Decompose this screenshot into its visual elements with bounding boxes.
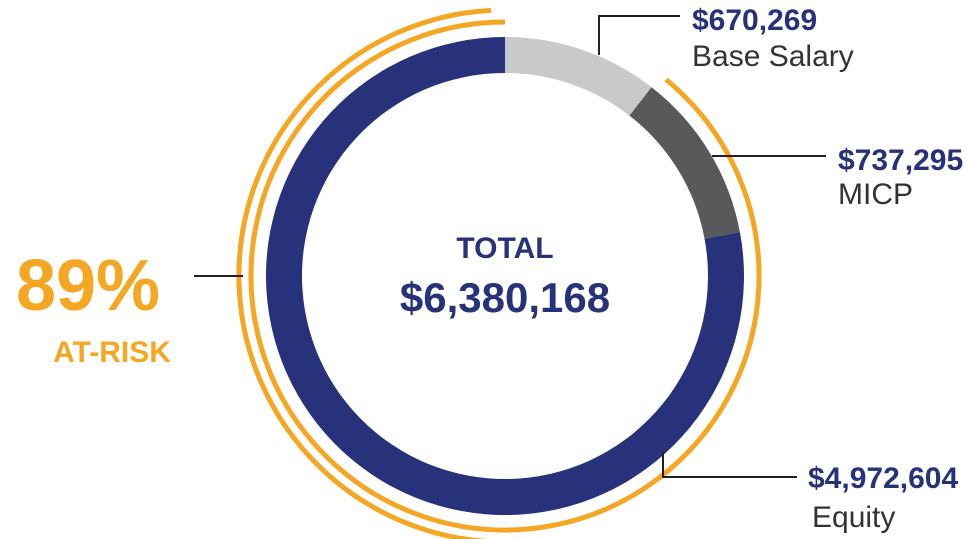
center-total-label: TOTAL: [456, 232, 553, 265]
leader-lines: [194, 15, 826, 478]
base-salary-leader: [598, 15, 680, 55]
at-risk-arcs: [236, 7, 762, 539]
micp-value: $737,295: [838, 144, 963, 177]
equity-value: $4,972,604: [808, 462, 958, 495]
donut-slice-micp: [629, 87, 740, 239]
micp-label: MICP: [838, 178, 913, 211]
base-salary-label: Base Salary: [692, 40, 854, 73]
equity-leader: [662, 452, 797, 478]
donut-slices: [266, 37, 745, 515]
at-risk-percent: 89%: [16, 246, 160, 326]
at-risk-arc-left: [236, 7, 492, 539]
at-risk-arc-outer: [248, 19, 762, 533]
donut-slice-base-salary: [505, 37, 652, 116]
equity-label: Equity: [812, 501, 895, 534]
center-total-value: $6,380,168: [400, 274, 610, 321]
base-salary-value: $670,269: [692, 4, 817, 37]
at-risk-label: AT-RISK: [53, 336, 171, 369]
